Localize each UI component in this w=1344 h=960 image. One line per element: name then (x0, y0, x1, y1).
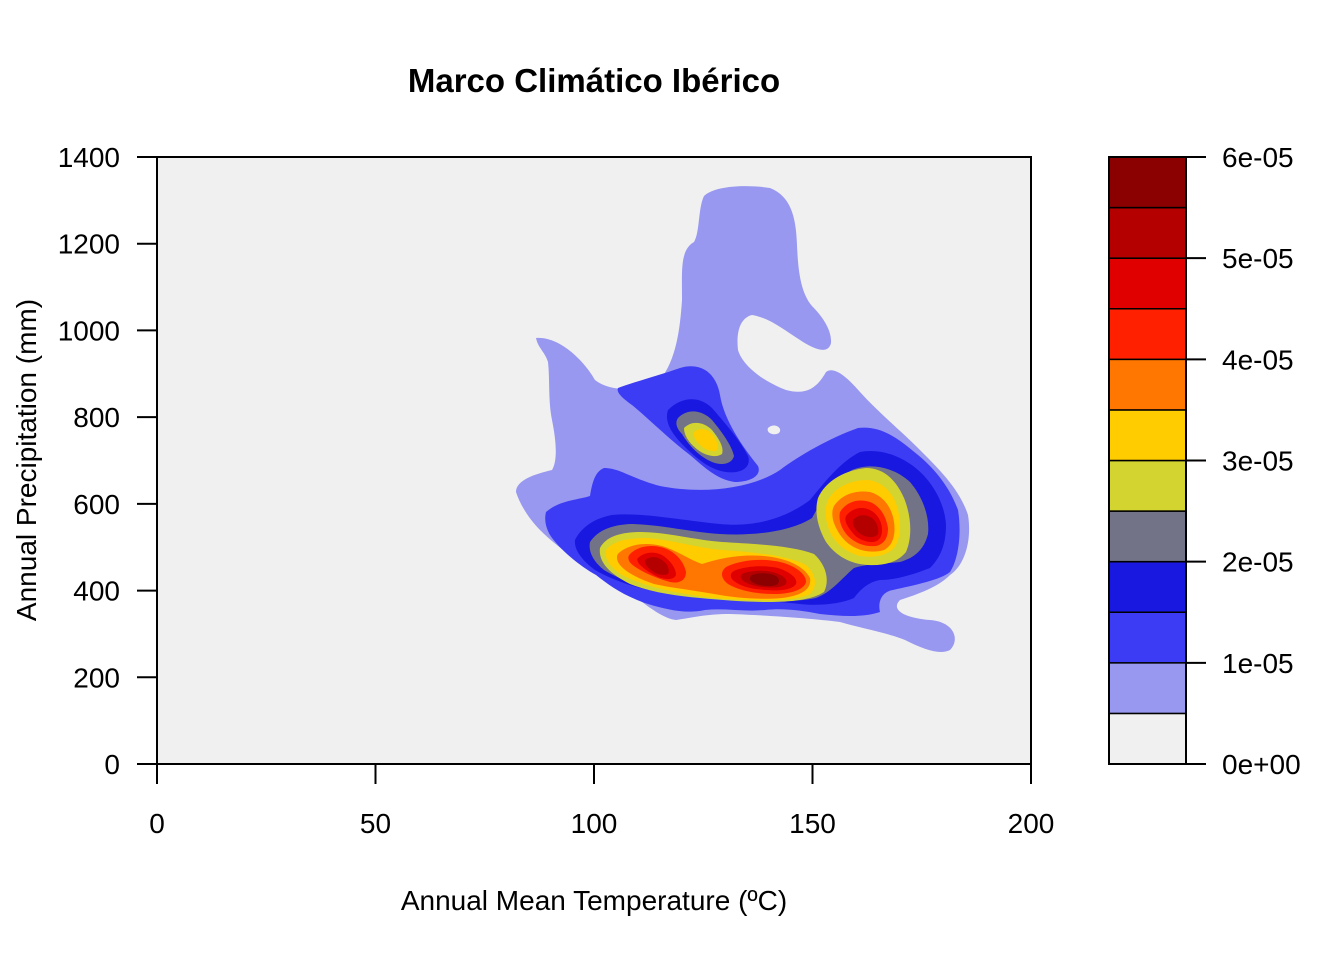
x-tick-label: 50 (360, 808, 391, 839)
y-tick-label: 800 (73, 402, 120, 433)
x-axis: 0 50 100 150 200 (149, 764, 1054, 839)
colorbar-swatch (1109, 410, 1186, 461)
y-axis-label: Annual Precipitation (mm) (11, 299, 42, 621)
y-tick-label: 200 (73, 662, 120, 693)
x-tick-label: 100 (571, 808, 618, 839)
x-tick-label: 200 (1008, 808, 1055, 839)
colorbar-tick-label: 2e-05 (1222, 547, 1294, 578)
y-tick-label: 0 (104, 749, 120, 780)
colorbar-tick-label: 1e-05 (1222, 648, 1294, 679)
colorbar-tick-label: 3e-05 (1222, 446, 1294, 477)
colorbar-swatch (1109, 208, 1186, 259)
colorbar-swatch (1109, 461, 1186, 512)
colorbar-swatch (1109, 157, 1186, 208)
y-tick-label: 600 (73, 489, 120, 520)
x-tick-label: 0 (149, 808, 165, 839)
y-tick-label: 1000 (58, 315, 120, 346)
colorbar-swatch (1109, 309, 1186, 360)
colorbar-swatch (1109, 612, 1186, 663)
x-axis-label: Annual Mean Temperature (ºC) (401, 885, 787, 916)
colorbar-tick-label: 0e+00 (1222, 749, 1301, 780)
colorbar-swatch (1109, 713, 1186, 764)
colorbar: 0e+00 1e-05 2e-05 3e-05 4e-05 5e-05 6e-05 (1109, 142, 1301, 780)
colorbar-swatch (1109, 562, 1186, 613)
colorbar-swatch (1109, 511, 1186, 562)
chart-title: Marco Climático Ibérico (408, 62, 780, 99)
plot-area (157, 157, 1031, 764)
colorbar-tick-label: 5e-05 (1222, 243, 1294, 274)
y-axis: 0 200 400 600 800 1000 1200 1400 (58, 142, 157, 780)
x-tick-label: 150 (789, 808, 836, 839)
colorbar-tick-label: 6e-05 (1222, 142, 1294, 173)
y-tick-label: 400 (73, 576, 120, 607)
y-tick-label: 1200 (58, 229, 120, 260)
colorbar-swatch (1109, 359, 1186, 410)
colorbar-swatch (1109, 663, 1186, 714)
colorbar-tick-label: 4e-05 (1222, 344, 1294, 375)
colorbar-swatch (1109, 258, 1186, 309)
y-tick-label: 1400 (58, 142, 120, 173)
